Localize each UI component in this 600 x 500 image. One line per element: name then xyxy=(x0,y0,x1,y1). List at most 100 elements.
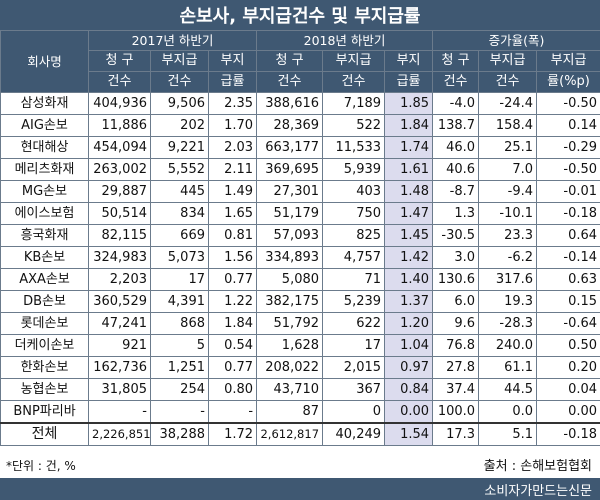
table-cell: 4,391 xyxy=(150,290,209,313)
table-row: KB손보 324,983 5,073 1.56 334,893 4,757 1.42 3.0-… xyxy=(0,246,600,269)
sub-header: 급률 xyxy=(384,71,434,93)
table-cell: 27.8 xyxy=(432,356,480,379)
claims-table: 회사명 2017년 하반기 2018년 하반기 증가율(폭) 청 구 부지급 부… xyxy=(0,30,600,446)
sub-header: 건수 xyxy=(150,71,209,93)
table-cell: 76.8 xyxy=(432,334,480,357)
company-name: 메리츠화재 xyxy=(0,158,89,181)
table-row: 삼성화재 404,936 9,506 2.35 388,616 7,189 1.85 -4.0… xyxy=(0,92,600,115)
table-cell: 334,893 xyxy=(256,246,324,269)
table-cell: 57,093 xyxy=(256,224,324,247)
table-cell: - xyxy=(88,400,151,424)
brand-footer: 소비자가만드는신문 xyxy=(0,478,600,500)
table-cell: 40,249 xyxy=(322,422,386,446)
table-cell: -0.14 xyxy=(536,246,600,269)
table-cell: 17 xyxy=(322,334,386,357)
sub-header: 부지급 xyxy=(150,50,209,72)
table-cell: 1.48 xyxy=(384,180,434,203)
table-cell: -8.7 xyxy=(432,180,480,203)
table-cell: 5,073 xyxy=(150,246,209,269)
company-name: MG손보 xyxy=(0,180,89,203)
table-cell: 663,177 xyxy=(256,136,324,159)
sub-header: 부지 xyxy=(384,50,434,72)
table-cell: 404,936 xyxy=(88,92,151,115)
table-cell: 9.6 xyxy=(432,312,480,335)
table-cell: 50,514 xyxy=(88,202,151,225)
table-cell: 7.0 xyxy=(478,158,538,181)
group-2018: 2018년 하반기 xyxy=(256,30,434,51)
table-cell: - xyxy=(207,400,258,424)
table-row: 현대해상 454,094 9,221 2.03 663,177 11,533 1.74 46.… xyxy=(0,136,600,159)
table-cell: 1.54 xyxy=(384,422,434,446)
table-cell: 1.61 xyxy=(384,158,434,181)
table-cell: -0.64 xyxy=(536,312,600,335)
table-body: 삼성화재 404,936 9,506 2.35 388,616 7,189 1.85 -4.0… xyxy=(0,92,600,446)
table-cell: -6.2 xyxy=(478,246,538,269)
table-cell: 31,805 xyxy=(88,378,151,401)
table-cell: 11,533 xyxy=(322,136,386,159)
table-cell: 1.42 xyxy=(384,246,434,269)
group-2017: 2017년 하반기 xyxy=(87,30,258,51)
table-cell: 1.22 xyxy=(207,290,258,313)
table-cell: -0.29 xyxy=(536,136,600,159)
table-cell: 2,015 xyxy=(322,356,386,379)
sub-header: 건수 xyxy=(478,71,538,93)
table-cell: 1.74 xyxy=(384,136,434,159)
table-cell: 1.70 xyxy=(207,114,258,137)
sub-header: 청 구 xyxy=(88,50,151,72)
table-cell: 0.00 xyxy=(384,400,434,424)
table-cell: 669 xyxy=(150,224,209,247)
table-cell: 388,616 xyxy=(256,92,324,115)
table-cell: 1,251 xyxy=(150,356,209,379)
table-cell: -0.18 xyxy=(536,202,600,225)
table-cell: 162,736 xyxy=(88,356,151,379)
table-row: DB손보 360,529 4,391 1.22 382,175 5,239 1.37 6.0 1… xyxy=(0,290,600,313)
company-name: DB손보 xyxy=(0,290,89,313)
table-cell: -0.50 xyxy=(536,92,600,115)
table-title: 손보사, 부지급건수 및 부지급률 xyxy=(0,0,600,30)
table-cell: 1.20 xyxy=(384,312,434,335)
table-cell: 25.1 xyxy=(478,136,538,159)
table-cell: 51,179 xyxy=(256,202,324,225)
group-change: 증가율(폭) xyxy=(432,30,600,51)
table-cell: -10.1 xyxy=(478,202,538,225)
table-cell: 0.15 xyxy=(536,290,600,313)
company-name: AIG손보 xyxy=(0,114,89,137)
table-cell: -9.4 xyxy=(478,180,538,203)
table-cell: 0.04 xyxy=(536,378,600,401)
table-row: 더케이손보 921 5 0.54 1,628 17 1.04 76.8 240.0 0.50 xyxy=(0,334,600,357)
table-cell: -4.0 xyxy=(432,92,480,115)
table-cell: 5,239 xyxy=(322,290,386,313)
sub-header: 건수 xyxy=(432,71,480,93)
table-row: 메리츠화재 263,002 5,552 2.11 369,695 5,939 1.61 40.… xyxy=(0,158,600,181)
table-cell: 0.54 xyxy=(207,334,258,357)
table-row: AIG손보 11,886 202 1.70 28,369 522 1.84 138.7 158.… xyxy=(0,114,600,137)
table-cell: 868 xyxy=(150,312,209,335)
table-cell: -0.50 xyxy=(536,158,600,181)
table-cell: 0.80 xyxy=(207,378,258,401)
table-cell: 2.35 xyxy=(207,92,258,115)
table-cell: 27,301 xyxy=(256,180,324,203)
company-name: 삼성화재 xyxy=(0,92,89,115)
sub-header: 건수 xyxy=(88,71,151,93)
table-cell: 4,757 xyxy=(322,246,386,269)
table-cell: 2.03 xyxy=(207,136,258,159)
table-cell: 28,369 xyxy=(256,114,324,137)
table-cell: 834 xyxy=(150,202,209,225)
table-cell: 1.84 xyxy=(207,312,258,335)
table-cell: 254 xyxy=(150,378,209,401)
unit-note: *단위 : 건, % xyxy=(6,459,76,473)
table-cell: 5,552 xyxy=(150,158,209,181)
table-cell: 0.0 xyxy=(478,400,538,424)
table-cell: 82,115 xyxy=(88,224,151,247)
table-cell: 46.0 xyxy=(432,136,480,159)
table-cell: 2.11 xyxy=(207,158,258,181)
table-cell: 0.63 xyxy=(536,268,600,291)
table-row: 에이스보험 50,514 834 1.65 51,179 750 1.47 1.3 -10.1-… xyxy=(0,202,600,225)
table-row: 롯데손보 47,241 868 1.84 51,792 622 1.20 9.6 -28.3 -0… xyxy=(0,312,600,335)
table-cell: 1.72 xyxy=(207,422,258,446)
table-cell: 622 xyxy=(322,312,386,335)
company-name: AXA손보 xyxy=(0,268,89,291)
table-cell: 71 xyxy=(322,268,386,291)
table-cell: 522 xyxy=(322,114,386,137)
table-cell: 1.47 xyxy=(384,202,434,225)
